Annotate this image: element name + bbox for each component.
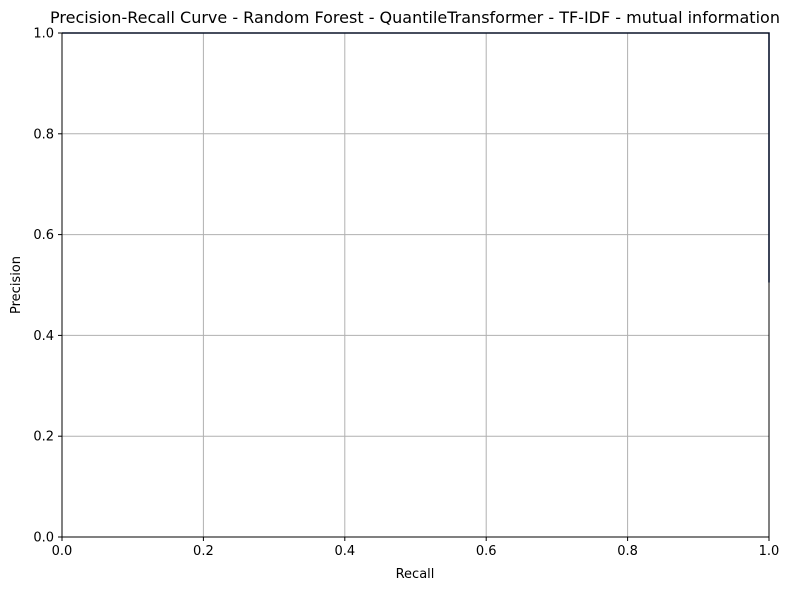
y-axis-label: Precision (9, 256, 24, 314)
x-axis-label: Recall (396, 567, 435, 582)
x-tick-label: 0.6 (476, 544, 497, 559)
x-tick-label: 0.2 (193, 544, 214, 559)
y-tick-label: 0.4 (33, 329, 54, 344)
plot-frame (61, 32, 770, 538)
y-tick-label: 0.0 (33, 531, 54, 546)
x-tick-label: 0.0 (52, 544, 73, 559)
x-tick-label: 0.8 (617, 544, 638, 559)
y-tick-label: 0.8 (33, 127, 54, 142)
x-axis-ticks: 0.0 0.2 0.4 0.6 0.8 1.0 (52, 537, 780, 559)
chart-title: Precision-Recall Curve - Random Forest -… (50, 8, 780, 27)
x-tick-label: 0.4 (334, 544, 355, 559)
y-tick-label: 0.2 (33, 430, 54, 445)
x-tick-label: 1.0 (759, 544, 780, 559)
y-tick-label: 0.6 (33, 228, 54, 243)
y-tick-label: 1.0 (33, 27, 54, 42)
y-axis-ticks: 0.0 0.2 0.4 0.6 0.8 1.0 (33, 27, 62, 546)
